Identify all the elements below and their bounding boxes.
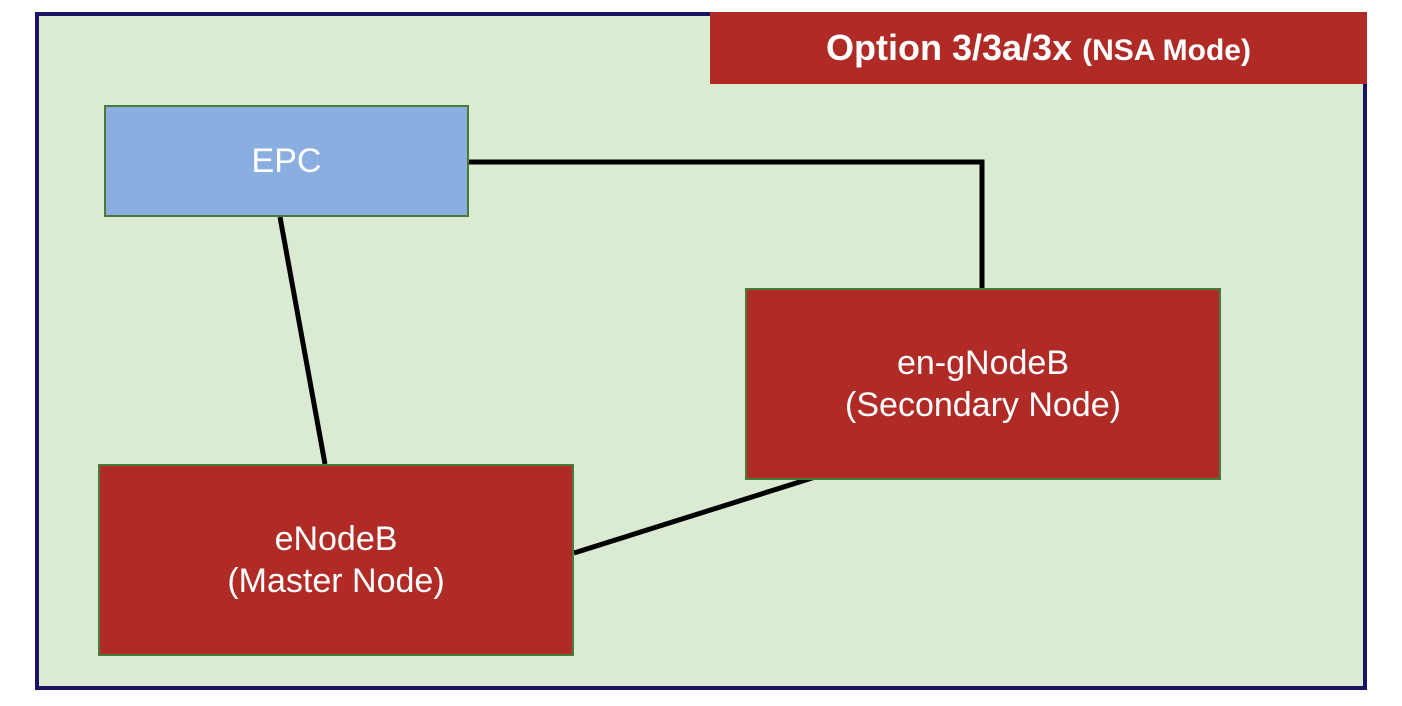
node-enodeb-line2: (Master Node) [227, 560, 444, 603]
title-sub-text: (NSA Mode) [1082, 34, 1251, 67]
title-main-text: Option 3/3a/3x [826, 27, 1082, 68]
node-engnodeb-line1: en-gNodeB [897, 342, 1069, 385]
node-epc: EPC [104, 105, 469, 217]
node-epc-label: EPC [252, 140, 322, 183]
node-enodeb-line1: eNodeB [275, 518, 398, 561]
node-engnodeb-line2: (Secondary Node) [845, 384, 1121, 427]
diagram-title: Option 3/3a/3x (NSA Mode) [710, 12, 1367, 84]
node-engnodeb: en-gNodeB (Secondary Node) [745, 288, 1221, 480]
diagram-canvas: Option 3/3a/3x (NSA Mode) EPC eNodeB (Ma… [0, 0, 1402, 706]
node-enodeb: eNodeB (Master Node) [98, 464, 574, 656]
